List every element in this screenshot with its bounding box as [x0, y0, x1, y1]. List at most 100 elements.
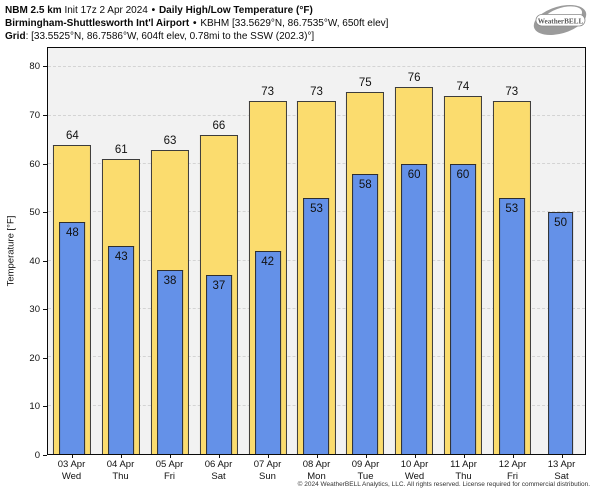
low-value-label: 37 [212, 280, 226, 293]
bar-group: 74 60 [439, 48, 488, 454]
x-tick-mark [414, 455, 416, 458]
x-tick-weekday: Mon [307, 470, 326, 482]
low-bar [547, 212, 574, 454]
low-value-label: 42 [261, 256, 275, 268]
high-value-label: 76 [407, 71, 421, 84]
x-tick-date: 07 Apr [253, 459, 282, 470]
bar-group: 64 48 [48, 48, 97, 454]
header-line-3: Grid: [33.5525°N, 86.7586°W, 604ft elev,… [5, 30, 388, 43]
high-value-label: 73 [261, 86, 275, 99]
y-tick-mark [43, 455, 47, 456]
x-tick-date: 06 Apr [204, 459, 233, 470]
swirl-logo-icon: WeatherBELL [533, 5, 587, 35]
low-value-label: 53 [505, 202, 519, 215]
header-line-1: NBM 2.5 km Init 17z 2 Apr 2024 • Daily H… [5, 4, 388, 17]
high-value-label: 63 [163, 134, 177, 147]
x-tick-weekday: Thu [455, 470, 472, 482]
chart-header: NBM 2.5 km Init 17z 2 Apr 2024 • Daily H… [5, 4, 388, 43]
low-value-label: 58 [358, 178, 372, 191]
low-bar [401, 164, 428, 454]
x-tick-date: 08 Apr [302, 459, 331, 470]
y-tick-label: 0 [34, 450, 40, 461]
station-details: KBHM [33.5629°N, 86.7535°W, 650ft elev] [200, 18, 389, 29]
x-tick-mark [169, 455, 171, 458]
bar-group: 63 38 [146, 48, 195, 454]
station-name: Birmingham-Shuttlesworth Int'l Airport [5, 18, 190, 29]
bar-group: 66 37 [194, 48, 243, 454]
high-value-label: 73 [505, 86, 519, 99]
x-tick: 07 Apr Sun [243, 455, 292, 487]
high-value-label: 66 [212, 120, 226, 132]
x-tick-mark [463, 455, 465, 458]
x-tick-weekday: Fri [506, 470, 519, 482]
x-tick: 04 Apr Thu [96, 455, 145, 487]
y-tick-mark [43, 260, 47, 262]
low-value-label: 43 [114, 251, 128, 264]
copyright-text: © 2024 WeatherBELL Analytics, LLC. All r… [297, 481, 590, 488]
bar-group: 73 42 [243, 48, 292, 454]
low-bar [59, 222, 86, 454]
low-bar [205, 275, 232, 454]
x-tick-date: 11 Apr [450, 459, 477, 470]
bar-group: 76 60 [390, 48, 439, 454]
high-value-label: 75 [358, 76, 372, 89]
y-tick-label: 10 [29, 401, 40, 413]
x-tick-weekday: Thu [112, 470, 129, 482]
x-tick-date: 04 Apr [106, 459, 135, 470]
x-tick-weekday: Wed [404, 470, 425, 482]
x-tick: 10 Apr Wed [390, 455, 439, 487]
x-tick-mark [365, 455, 367, 458]
high-value-label: 61 [114, 144, 128, 157]
low-bar [498, 197, 525, 454]
x-tick: 13 Apr Sat [537, 455, 586, 487]
bar-group: 50 [536, 48, 585, 454]
x-tick-mark [218, 455, 220, 458]
y-tick-mark [43, 309, 47, 311]
x-tick-date: 03 Apr [57, 459, 86, 470]
x-tick-mark [71, 455, 73, 458]
gridline [48, 66, 585, 68]
low-value-label: 38 [163, 275, 177, 288]
init-time: Init 17z 2 Apr 2024 [64, 5, 148, 16]
grid-label: Grid [5, 31, 26, 42]
x-axis: 03 Apr Wed 04 Apr Thu 05 Apr Fri 06 Apr Sat 07 A… [47, 455, 586, 487]
low-bar [108, 246, 135, 454]
x-tick-date: 13 Apr [547, 459, 576, 470]
weatherbell-logo: WeatherBELL [527, 2, 593, 43]
x-tick-weekday: Tue [357, 470, 374, 482]
x-tick-date: 09 Apr [351, 459, 380, 470]
header-line-2: Birmingham-Shuttlesworth Int'l Airport •… [5, 17, 388, 30]
x-tick-mark [316, 455, 318, 458]
bar-group: 75 58 [341, 48, 390, 454]
low-value-label: 50 [554, 217, 567, 230]
y-tick-mark [43, 357, 47, 359]
x-tick: 05 Apr Fri [145, 455, 194, 487]
x-tick-weekday: Sun [259, 470, 276, 482]
y-tick-mark [43, 406, 47, 408]
high-value-label: 64 [66, 129, 79, 142]
y-tick-label: 60 [29, 158, 40, 170]
logo-text: WeatherBELL [538, 17, 584, 25]
x-tick: 03 Apr Wed [47, 455, 96, 487]
low-bar [450, 164, 476, 454]
y-tick-mark [43, 115, 47, 116]
y-tick-label: 70 [29, 110, 40, 121]
bar-group: 73 53 [292, 48, 341, 454]
separator-dot: • [193, 18, 197, 29]
x-tick: 12 Apr Fri [488, 455, 537, 487]
x-tick: 11 Apr Thu [439, 455, 488, 487]
y-axis: 0 10 20 30 40 50 60 70 80 [0, 47, 47, 461]
low-bar [303, 197, 330, 454]
x-tick-mark [267, 455, 269, 458]
x-tick-weekday: Wed [61, 470, 82, 482]
product-title: Daily High/Low Temperature (°F) [158, 5, 313, 16]
low-value-label: 60 [456, 169, 470, 181]
x-tick: 09 Apr Tue [341, 455, 390, 487]
x-tick-weekday: Sat [554, 470, 569, 482]
y-tick-label: 20 [29, 352, 40, 364]
x-tick: 06 Apr Sat [194, 455, 243, 487]
high-value-label: 73 [310, 86, 323, 99]
x-tick-date: 12 Apr [498, 459, 527, 470]
x-tick-date: 10 Apr [400, 459, 429, 470]
